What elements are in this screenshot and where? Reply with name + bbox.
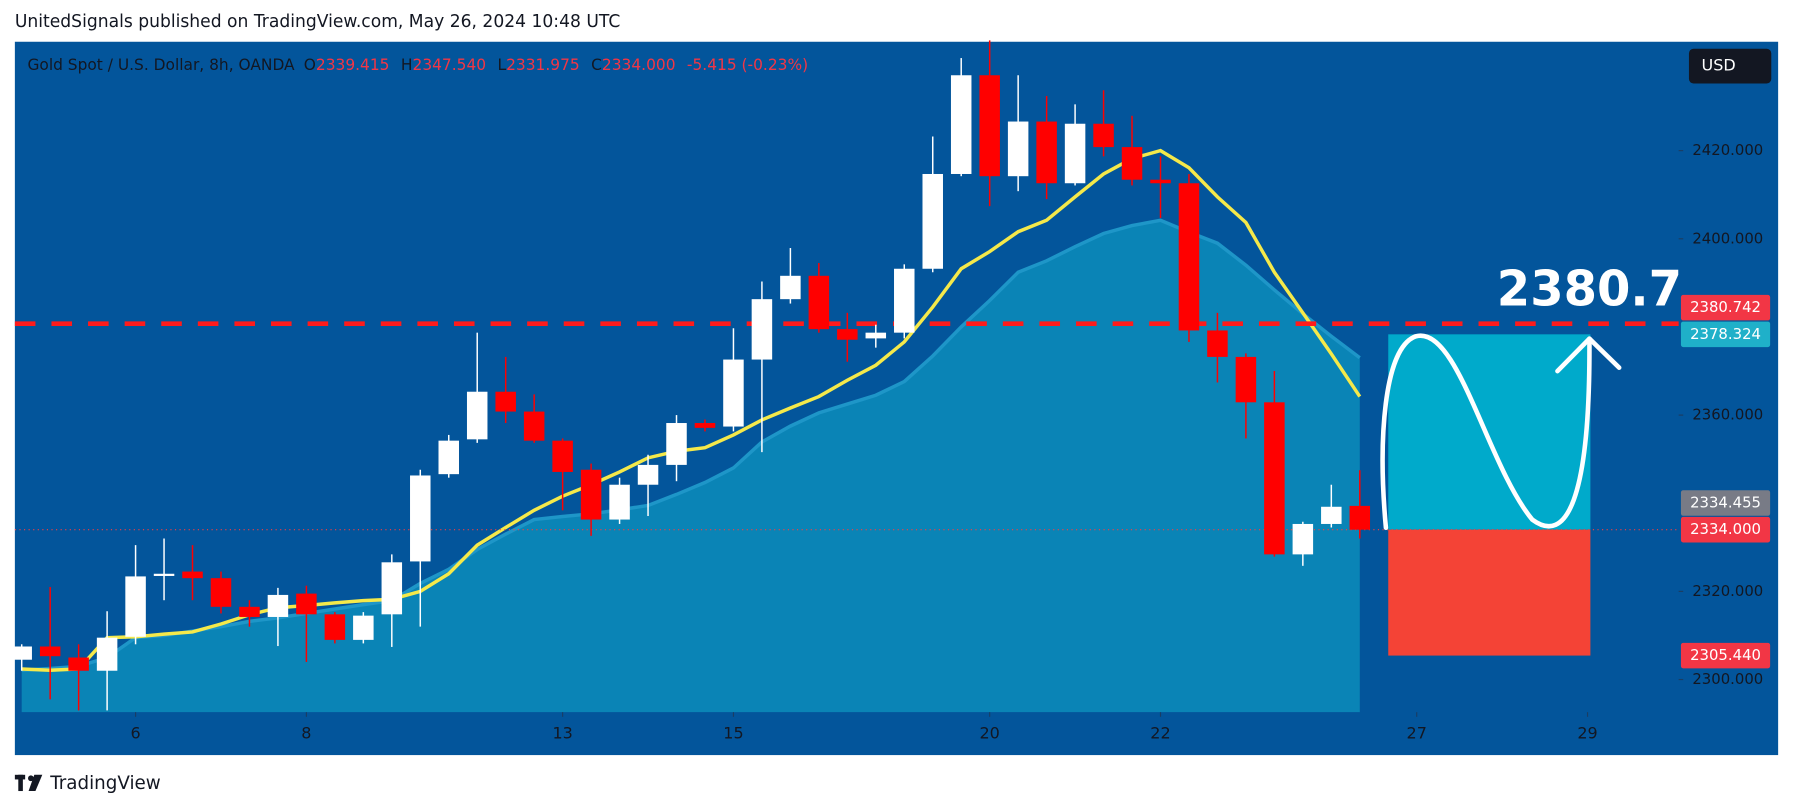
price-label-box (1680, 321, 1771, 348)
x-tick-label: 29 (1577, 724, 1597, 743)
candle-body (410, 475, 431, 562)
x-tick-label: 13 (552, 724, 572, 743)
target-annotation: 2380.7 (1497, 261, 1682, 317)
candle-body (1207, 330, 1228, 357)
x-tick-label: 20 (980, 724, 1000, 743)
candle-body (1007, 121, 1029, 177)
candle-body (296, 593, 317, 615)
y-tick-label: 2420.000 (1692, 141, 1763, 159)
footer-logo (14, 774, 43, 792)
ohlc-value: 2347.540 (413, 55, 487, 73)
candle-body (466, 391, 488, 440)
candle-body (1121, 147, 1143, 180)
ohlc-value: 2331.975 (506, 55, 580, 73)
ohlc-value: 2339.415 (316, 55, 390, 73)
candle-body (182, 571, 203, 579)
candle-body (780, 275, 801, 300)
candle-body (353, 615, 374, 640)
candle-body (1292, 523, 1314, 555)
x-tick-label: 6 (130, 724, 140, 743)
candle-body (666, 423, 687, 465)
price-label-box (1680, 294, 1771, 321)
candle-body (68, 657, 89, 671)
candle-body (1036, 121, 1057, 184)
candle-body (210, 578, 232, 607)
price-label: 2378.324 (1690, 325, 1761, 343)
arrow-head (1555, 336, 1622, 374)
candle-body (438, 440, 459, 475)
x-tick-label: 15 (723, 724, 743, 743)
candle-body (580, 469, 602, 520)
candle-body (1178, 183, 1200, 331)
currency-button[interactable] (1688, 48, 1772, 84)
candle-body (125, 576, 146, 637)
candle-body (894, 268, 915, 333)
price-label-box (1680, 642, 1771, 669)
candle-body (1093, 123, 1114, 148)
candle-body (808, 275, 830, 330)
candle-body (837, 329, 858, 340)
attribution: UnitedSignals published on TradingView.c… (15, 12, 620, 32)
candle-body (865, 332, 887, 339)
price-label: 2334.455 (1690, 493, 1761, 511)
ohlc-key: H (401, 55, 413, 73)
x-tick-label: 8 (301, 724, 311, 743)
y-tick-label: 2400.000 (1692, 229, 1763, 247)
position-loss-zone (1388, 529, 1591, 656)
candle-body (1235, 356, 1257, 403)
price-change: -5.415 (-0.23%) (687, 55, 808, 73)
ohlc-key: L (498, 55, 507, 73)
candle-body (694, 423, 716, 428)
candle-body (495, 391, 516, 412)
ma-area (21, 220, 1360, 713)
candle-body (1264, 402, 1285, 555)
wave-drawing (1380, 333, 1592, 531)
candle-body (153, 573, 175, 576)
price-label-box (1680, 516, 1771, 543)
candle-body (523, 411, 545, 441)
candle-body (324, 614, 346, 640)
candle-body (922, 173, 943, 269)
candle-body (11, 646, 32, 660)
footer-brand: TradingView (49, 773, 160, 794)
symbol-name: Gold Spot / U.S. Dollar, 8h, OANDA (27, 55, 295, 73)
candle-body (637, 464, 659, 485)
y-tick-label: 2300.000 (1692, 670, 1763, 688)
y-tick-label: 2320.000 (1692, 582, 1763, 600)
symbol-legend: Gold Spot / U.S. Dollar, 8h, OANDA O2339.… (27, 55, 808, 73)
ohlc-key: O (304, 55, 316, 73)
candle-body (950, 75, 972, 174)
candle-body (751, 299, 773, 360)
candle-body (552, 440, 573, 472)
ohlc-key: C (591, 55, 602, 73)
candle-body (1150, 179, 1171, 184)
ohlc-value: 2334.000 (602, 55, 676, 73)
candle-body (39, 646, 61, 657)
price-label-box (1680, 490, 1771, 516)
candle-body (239, 606, 260, 617)
x-tick-label: 27 (1407, 724, 1427, 743)
candle-body (1064, 123, 1086, 184)
price-label: 2334.000 (1690, 520, 1761, 538)
price-label: 2305.440 (1690, 646, 1761, 664)
position-profit-zone (1388, 334, 1591, 530)
candle-body (979, 75, 1000, 177)
price-label: 2380.742 (1690, 298, 1761, 316)
x-tick-label: 22 (1150, 724, 1170, 743)
candle-body (609, 484, 630, 520)
candle-body (723, 359, 744, 427)
candle-body (267, 594, 289, 617)
y-tick-label: 2360.000 (1692, 406, 1763, 424)
plot-area: 2380.7 2300.000 2320.000 2360.000 2400.000 24… (11, 40, 1771, 743)
candle-body (1321, 506, 1342, 524)
candle-body (96, 637, 118, 671)
ma-line (21, 218, 1361, 673)
candle-body (381, 562, 403, 615)
candle-body (1349, 505, 1371, 530)
currency-label[interactable]: USD (1702, 56, 1736, 75)
